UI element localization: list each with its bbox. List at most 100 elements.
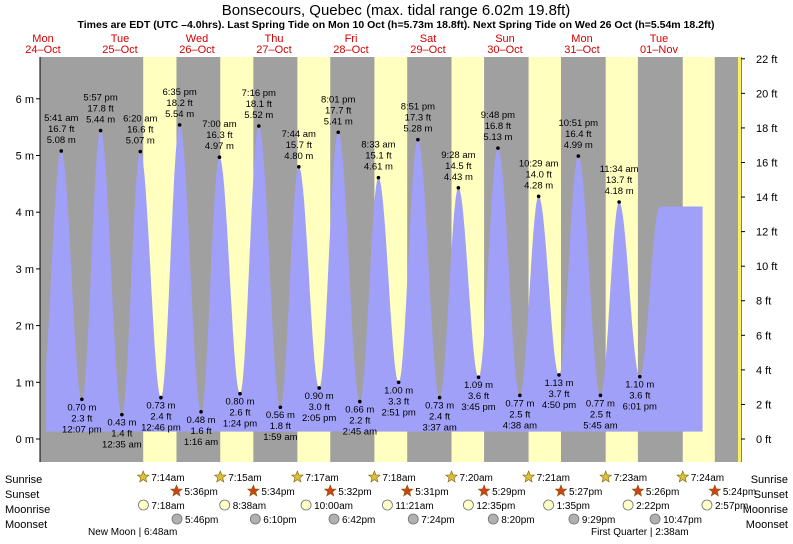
row-label-left-sunset: Sunset	[5, 489, 39, 501]
tide-label-line: 5.13 m	[483, 132, 512, 143]
tide-label-line: 0.90 m	[305, 391, 334, 402]
tide-label-line: 2:05 pm	[302, 413, 336, 424]
sunset-icon	[246, 484, 260, 497]
tide-label-line: 17.7 ft	[325, 105, 352, 116]
sunset-icon	[477, 484, 491, 497]
tide-label-line: 3.0 ft	[309, 402, 330, 413]
sunrise-icon	[522, 470, 536, 483]
tide-label-line: 5:45 am	[583, 420, 617, 431]
tide-point	[456, 186, 461, 190]
moonset-icon	[407, 513, 419, 525]
tide-label-line: 4.28 m	[524, 180, 553, 191]
day-date: 26–Oct	[179, 44, 214, 56]
tide-label-line: 12:46 pm	[141, 423, 181, 434]
right-tick-label: 22 ft	[756, 54, 777, 66]
tide-label-line: 3.6 ft	[629, 391, 650, 402]
tide-label-line: 0.73 m	[425, 401, 454, 412]
tide-point	[138, 149, 143, 154]
tide-label-line: 0.80 m	[225, 397, 254, 408]
sunset-icon	[400, 484, 414, 497]
right-tick-label: 12 ft	[756, 227, 777, 239]
tide-label-line: 5.54 m	[165, 109, 194, 120]
sunrise-icon	[136, 470, 150, 483]
moonset-time: 5:46pm	[185, 515, 218, 526]
day-date: 28–Oct	[333, 44, 368, 56]
tide-label-line: 1.4 ft	[111, 429, 132, 440]
moonrise-time: 2:22pm	[636, 501, 669, 512]
tide-label-line: 17.8 ft	[87, 104, 114, 115]
sunset-icon	[631, 484, 645, 497]
moonset-time: 6:10pm	[263, 515, 296, 526]
right-tick-label: 8 ft	[756, 296, 771, 308]
row-label-left-moonrise: Moonrise	[5, 504, 50, 516]
left-tick-label: 5 m	[16, 151, 34, 163]
tide-label-line: 0.56 m	[266, 410, 295, 421]
tide-label-line: 11:34 am	[600, 164, 639, 175]
tide-point	[278, 405, 283, 410]
moonrise-time: 8:38am	[233, 501, 266, 512]
moonrise-time: 11:21am	[395, 501, 433, 512]
axes: 0 m 1 m 2 m 3 m 4 m 5 m 6 m 0 ft 2 ft 4 ft 6 ft 8 f…	[16, 54, 777, 462]
day-name: Tue	[111, 33, 130, 45]
astronomical-events: Sunrise Sunrise Sunset Sunset Moonrise Moonri…	[5, 470, 788, 538]
day-name: Fri	[345, 33, 358, 45]
moonrise-time: 7:18am	[151, 501, 184, 512]
day-name: Sat	[420, 33, 437, 45]
left-tick-label: 2 m	[16, 321, 34, 333]
moonset-time: 10:47pm	[663, 515, 702, 526]
tide-label-line: 16.3 ft	[206, 130, 233, 141]
right-tick-label: 20 ft	[756, 88, 777, 100]
tide-label-line: 10:51 pm	[558, 118, 598, 129]
row-label-right-moonset: Moonset	[746, 519, 788, 531]
tide-label-line: 8:01 pm	[321, 94, 355, 105]
day-date: 30–Oct	[487, 44, 522, 56]
tide-label-line: 9:48 pm	[481, 110, 515, 121]
sunrise-time: 7:21am	[537, 473, 570, 484]
tide-label-line: 5.41 m	[324, 116, 353, 127]
row-label-right-sunset: Sunset	[754, 489, 788, 501]
tide-label-line: 1.09 m	[464, 380, 493, 391]
sunrise-icon	[676, 470, 690, 483]
right-axis-strip	[738, 57, 741, 462]
moonset-icon	[487, 513, 499, 525]
tide-label-line: 9:28 am	[441, 150, 475, 161]
low-tide-label: 0.77 m2.5 ft5:45 am	[583, 398, 617, 431]
moonset-time: 7:24pm	[421, 515, 454, 526]
tide-label-line: 4.18 m	[605, 186, 634, 197]
day-name: Wed	[186, 33, 208, 45]
moon-phase-new: New Moon | 6:48am	[88, 527, 177, 538]
day-date: 27–Oct	[256, 44, 291, 56]
tide-point	[177, 123, 182, 127]
chart-subtitle: Times are EDT (UTC –4.0hrs). Last Spring…	[78, 19, 715, 31]
tide-label-line: 2.3 ft	[71, 413, 92, 424]
tide-label-line: 6:35 pm	[162, 87, 196, 98]
right-tick-label: 10 ft	[756, 261, 777, 273]
tide-point	[297, 165, 301, 169]
moonrise-icon	[701, 499, 713, 511]
day-date: 31–Oct	[564, 44, 599, 56]
sunset-time: 5:36pm	[184, 487, 217, 498]
moonset-time: 6:42pm	[342, 515, 375, 526]
tide-label-line: 16.8 ft	[485, 121, 512, 132]
right-tick-label: 18 ft	[756, 123, 777, 135]
left-tick-label: 4 m	[16, 207, 34, 219]
tide-label-line: 4:38 am	[503, 420, 537, 431]
tide-label-line: 1.13 m	[544, 378, 573, 389]
tide-point	[536, 194, 541, 199]
row-label-left-sunrise: Sunrise	[5, 474, 42, 486]
tide-label-line: 0.77 m	[505, 398, 534, 409]
right-tick-label: 16 ft	[756, 157, 777, 169]
sunrise-time: 7:23am	[614, 473, 647, 484]
right-tick-label: 4 ft	[756, 365, 771, 377]
moonrise-icon	[219, 499, 231, 511]
tide-label-line: 12:35 am	[102, 440, 142, 451]
tide-label-line: 16.6 ft	[127, 125, 154, 136]
tide-label-line: 18.2 ft	[166, 98, 193, 109]
tide-point	[496, 146, 500, 150]
sunset-time: 5:26pm	[646, 487, 679, 498]
sunset-icon	[170, 484, 183, 497]
